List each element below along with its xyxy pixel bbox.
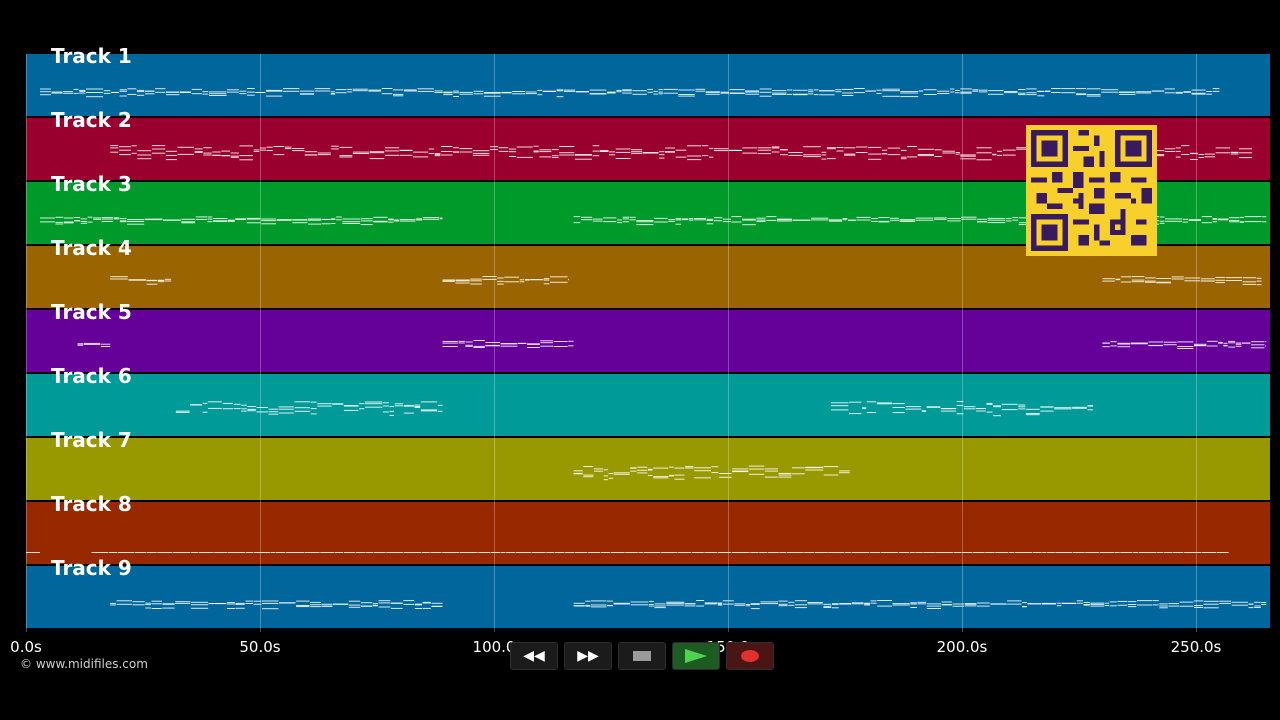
track-notes	[110, 600, 1267, 610]
track-lane	[26, 310, 1270, 374]
track-notes	[110, 276, 1262, 286]
play-icon	[685, 649, 707, 663]
track-label: Track 8	[51, 492, 132, 516]
track-lane	[26, 566, 1270, 630]
track-notes	[110, 145, 1253, 161]
time-gridline	[26, 54, 27, 632]
transport-controls: ◀◀ ▶▶	[510, 642, 774, 670]
time-tick-label: 200.0s	[936, 638, 988, 656]
track-notes	[573, 465, 850, 481]
play-button[interactable]	[672, 642, 720, 670]
time-tick-label: 250.0s	[1170, 638, 1222, 656]
time-gridline	[728, 54, 729, 632]
copyright-credit: © www.midifiles.com	[20, 657, 148, 671]
qr-code-icon	[1026, 125, 1157, 256]
track-label: Track 6	[51, 364, 132, 388]
piano-roll	[26, 54, 1270, 632]
record-icon	[741, 650, 759, 662]
track-lane	[26, 502, 1270, 566]
track-notes	[26, 552, 1229, 553]
track-notes	[175, 401, 1094, 417]
fast-forward-button[interactable]: ▶▶	[564, 642, 612, 670]
time-gridline	[1196, 54, 1197, 632]
time-gridline	[962, 54, 963, 632]
time-tick-label: 0.0s	[10, 638, 42, 656]
track-label: Track 5	[51, 300, 132, 324]
stop-icon	[633, 651, 651, 661]
track-lane	[26, 438, 1270, 502]
rewind-button[interactable]: ◀◀	[510, 642, 558, 670]
track-lane	[26, 54, 1270, 118]
time-gridline	[260, 54, 261, 632]
track-notes	[40, 88, 1220, 98]
track-label: Track 3	[51, 172, 132, 196]
time-gridline	[494, 54, 495, 632]
track-label: Track 1	[51, 44, 132, 68]
track-lane	[26, 246, 1270, 310]
track-lane	[26, 374, 1270, 438]
track-label: Track 4	[51, 236, 132, 260]
record-button[interactable]	[726, 642, 774, 670]
track-notes	[77, 340, 1267, 349]
time-tick-label: 50.0s	[239, 638, 281, 656]
track-label: Track 7	[51, 428, 132, 452]
fast-forward-icon: ▶▶	[577, 648, 599, 664]
rewind-icon: ◀◀	[523, 648, 545, 664]
stop-button[interactable]	[618, 642, 666, 670]
track-label: Track 9	[51, 556, 132, 580]
track-label: Track 2	[51, 108, 132, 132]
time-tick-label: 100.0	[472, 638, 516, 656]
